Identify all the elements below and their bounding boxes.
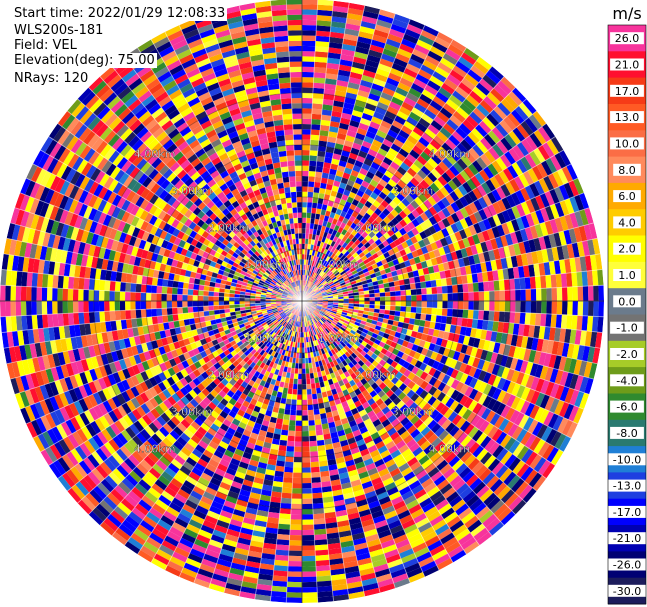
colorbar-tick-label: 2.0 (618, 243, 636, 256)
colorbar-tick-label: -10.0 (613, 453, 641, 466)
elevation-label: Elevation(deg): 75.00 (12, 53, 157, 68)
colorbar-unit-label: m/s (612, 4, 641, 23)
colorbar-tick-label: -4.0 (616, 374, 637, 387)
colorbar-tick-label: -6.0 (616, 401, 637, 414)
range-ring-label: 2.00km (355, 221, 397, 234)
colorbar-tick-label: 1.0 (618, 269, 636, 282)
crosshair-axes (0, 0, 604, 603)
colorbar-tick-label: 26.0 (615, 32, 640, 45)
colorbar-tick-label: 6.0 (618, 190, 636, 203)
range-ring-label: 2.00km (208, 221, 250, 234)
range-ring-label: 1.00km (318, 258, 360, 271)
range-ring-label: 1.00km (318, 332, 360, 345)
colorbar-tick-label: -30.0 (613, 585, 641, 598)
range-ring-label: 4.00km (429, 442, 471, 455)
range-ring-label: 4.00km (134, 148, 176, 161)
colorbar-tick-label: 10.0 (615, 137, 640, 150)
colorbar-tick-label: 13.0 (615, 111, 640, 124)
range-ring-label: 3.00km (392, 185, 434, 198)
nrays-label: NRays: 120 (12, 71, 91, 86)
colorbar-tick-label: -26.0 (613, 559, 641, 572)
range-ring-label: 4.00km (134, 442, 176, 455)
colorbar-tick-label: 0.0 (618, 295, 636, 308)
colorbar-tick-label: -2.0 (616, 348, 637, 361)
field-label: Field: VEL (12, 38, 79, 53)
range-ring-label: 1.00km (244, 332, 286, 345)
range-ring-labels: 1.00km 1.00km 1.00km 1.00km 2.00km 2.00km 2.00… (134, 148, 470, 456)
range-ring-label: 2.00km (355, 369, 397, 382)
start-time-label: Start time: 2022/01/29 12:08:33 (12, 6, 228, 21)
colorbar-tick-label: -13.0 (613, 480, 641, 493)
range-ring-label: 3.00km (171, 406, 213, 419)
colorbar-frame (607, 24, 647, 605)
range-ring-label: 2.00km (208, 369, 250, 382)
colorbar-tick-label: 4.0 (618, 216, 636, 229)
velocity-gates (0, 0, 604, 603)
instrument-label: WLS200s-181 (12, 23, 106, 38)
colorbar-tick-label: 21.0 (615, 59, 640, 72)
range-ring-label: 3.00km (171, 185, 213, 198)
colorbar-tick-label: -21.0 (613, 532, 641, 545)
range-ring-label: 3.00km (392, 406, 434, 419)
range-ring-label: 4.00km (429, 148, 471, 161)
colorbar-tick-label: -1.0 (616, 322, 637, 335)
colorbar-tick-label: 8.0 (618, 164, 636, 177)
colorbar-tick-label: -17.0 (613, 506, 641, 519)
colorbar-tick-label: 17.0 (615, 85, 640, 98)
range-ring-label: 1.00km (244, 258, 286, 271)
colorbar-tick-label: -8.0 (616, 427, 637, 440)
